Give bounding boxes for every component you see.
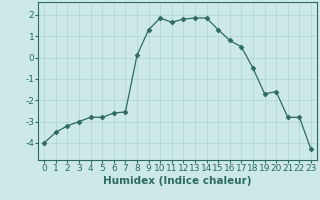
X-axis label: Humidex (Indice chaleur): Humidex (Indice chaleur) xyxy=(103,176,252,186)
